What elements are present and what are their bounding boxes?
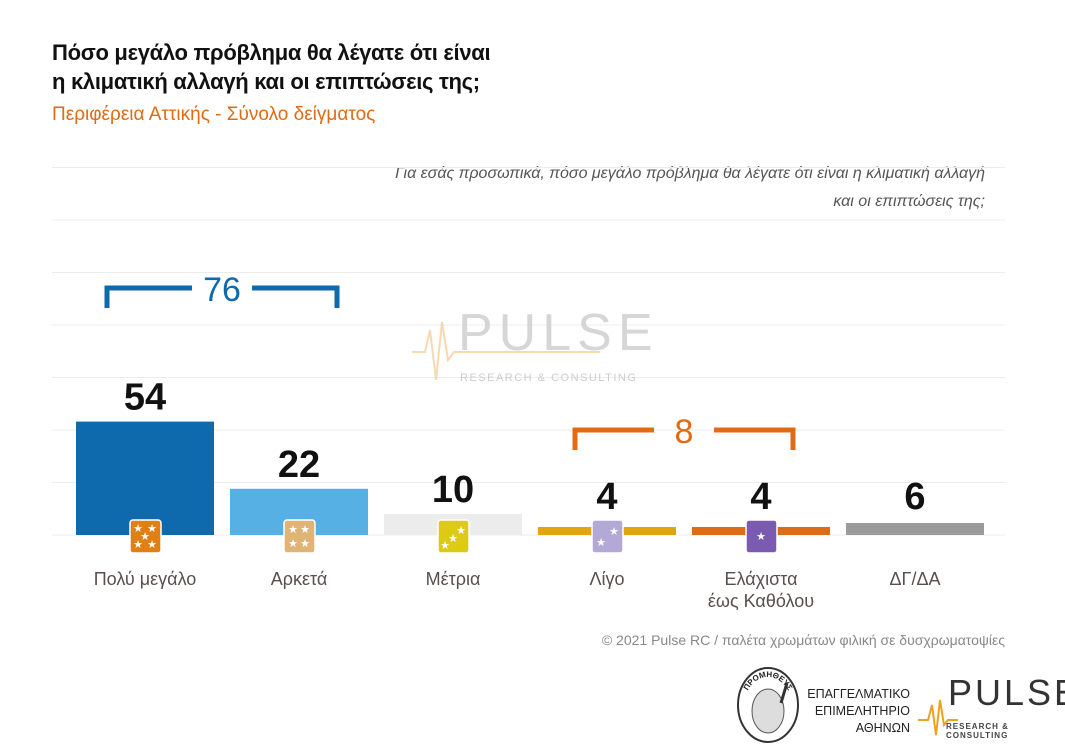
bracket-label: 8	[675, 413, 694, 451]
star-icon: ★	[133, 523, 143, 535]
star-icon: ★	[140, 531, 150, 543]
category-label: ΔΓ/ΔΑ	[890, 569, 941, 589]
star-icon: ★	[133, 539, 143, 551]
eea-line-2: ΕΠΙΜΕΛΗΤΗΡΙΟ	[814, 704, 910, 718]
bracket-label: 76	[203, 271, 241, 309]
value-label: 54	[124, 377, 166, 419]
star-icon: ★	[456, 525, 466, 537]
star-icon: ★	[596, 537, 606, 549]
two-stars-icon	[591, 519, 624, 554]
star-icon: ★	[448, 533, 458, 545]
star-icon: ★	[147, 539, 157, 551]
pulse-logo-word: PULSE	[948, 672, 1065, 713]
question-line-2: και οι επιπτώσεις της;	[833, 193, 985, 210]
star-icon: ★	[300, 538, 310, 550]
eea-name: ΕΠΑΓΓΕΛΜΑΤΙΚΟ ΕΠΙΜΕΛΗΤΗΡΙΟ ΑΘΗΝΩΝ	[800, 686, 910, 737]
category-label: Πολύ μεγάλο	[94, 569, 197, 589]
title-line-2: η κλιματική αλλαγή και οι επιπτώσεις της…	[52, 69, 480, 94]
title-line-1: Πόσο μεγάλο πρόβλημα θα λέγατε ότι είναι	[52, 40, 491, 65]
value-label: 6	[904, 476, 925, 518]
eea-line-3: ΑΘΗΝΩΝ	[855, 721, 910, 735]
value-label: 4	[750, 476, 771, 518]
value-label: 4	[596, 476, 617, 518]
category-label: έως Καθόλου	[708, 591, 814, 611]
value-label: 22	[278, 444, 320, 486]
category-label: Αρκετά	[271, 569, 328, 589]
bar-5	[846, 523, 984, 535]
pulse-logo-sub: RESEARCH & CONSULTING	[946, 722, 1009, 740]
pulse-wave-icon	[918, 699, 958, 736]
value-label: 10	[432, 469, 474, 511]
five-stars-icon	[129, 519, 162, 554]
bar-0	[76, 421, 214, 535]
star-icon: ★	[300, 524, 310, 536]
bracket-8	[572, 427, 796, 450]
eea-line-1: ΕΠΑΓΓΕΛΜΑΤΙΚΟ	[807, 687, 910, 701]
copyright-note: © 2021 Pulse RC / παλέτα χρωμάτων φιλική…	[601, 632, 1005, 648]
three-stars-icon	[437, 519, 470, 554]
watermark-word: PULSE	[458, 304, 659, 362]
star-icon: ★	[756, 531, 766, 543]
star-icon: ★	[147, 523, 157, 535]
one-star-icon	[745, 519, 778, 554]
survey-question: Για εσάς προσωπικά, πόσο μεγάλο πρόβλημα…	[185, 160, 985, 216]
star-icon: ★	[609, 526, 619, 538]
question-line-1: Για εσάς προσωπικά, πόσο μεγάλο πρόβλημα…	[395, 165, 985, 182]
star-icon: ★	[440, 540, 450, 552]
star-icon: ★	[288, 524, 298, 536]
four-stars-icon	[283, 519, 316, 554]
bracket-76	[104, 285, 340, 308]
eea-seal-logo: ΠΡΟΜΗΘΕΥΣ	[737, 667, 799, 743]
category-label: Μέτρια	[426, 569, 481, 589]
watermark-sub: RESEARCH & CONSULTING	[460, 372, 637, 384]
category-label: Λίγο	[589, 569, 624, 589]
chart-subtitle: Περιφέρεια Αττικής - Σύνολο δείγματος	[52, 104, 376, 125]
watermark-wave-icon	[412, 321, 600, 381]
category-label: Ελάχιστα	[725, 569, 798, 589]
star-icon: ★	[288, 538, 298, 550]
chart-title: Πόσο μεγάλο πρόβλημα θα λέγατε ότι είναι…	[52, 38, 491, 96]
